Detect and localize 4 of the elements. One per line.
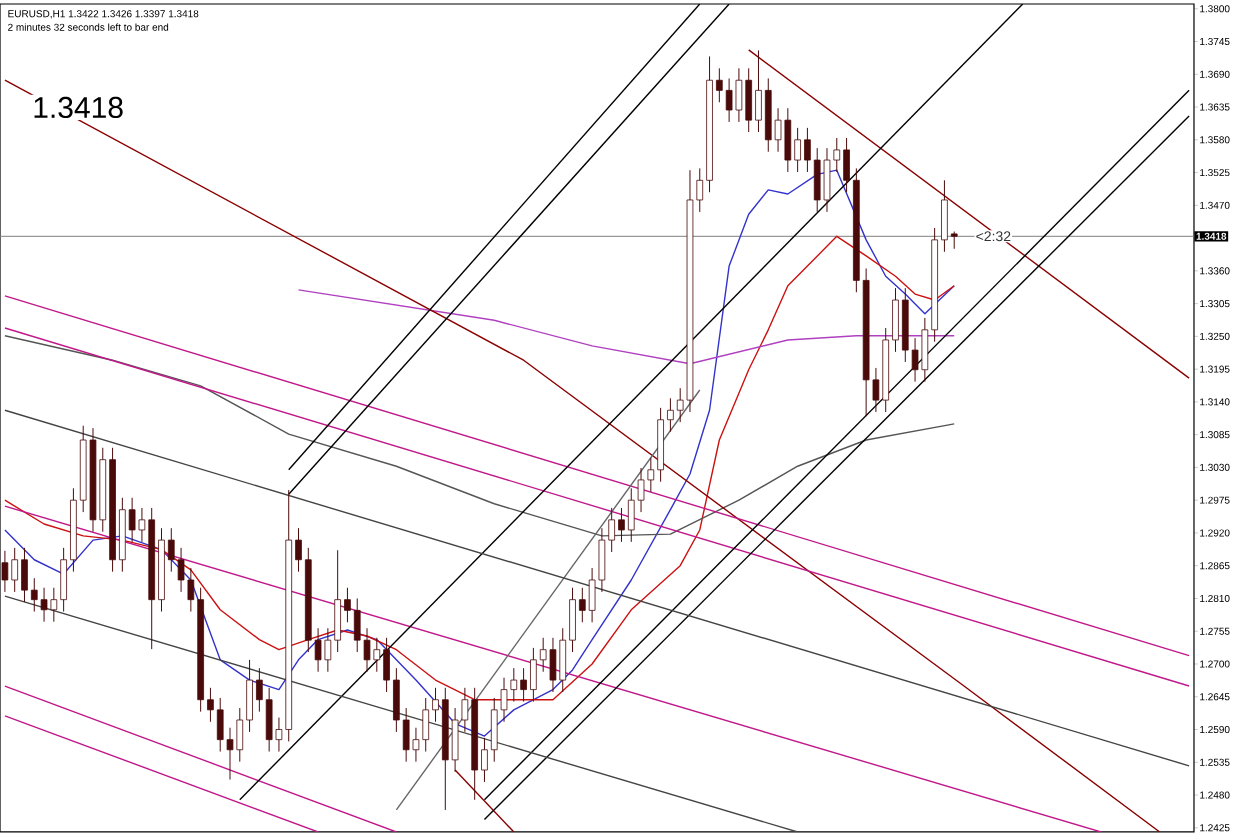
line-series [297,289,955,365]
line-series [4,335,955,537]
annotation: 1.3418 [34,96,123,119]
line-series [4,79,1161,832]
